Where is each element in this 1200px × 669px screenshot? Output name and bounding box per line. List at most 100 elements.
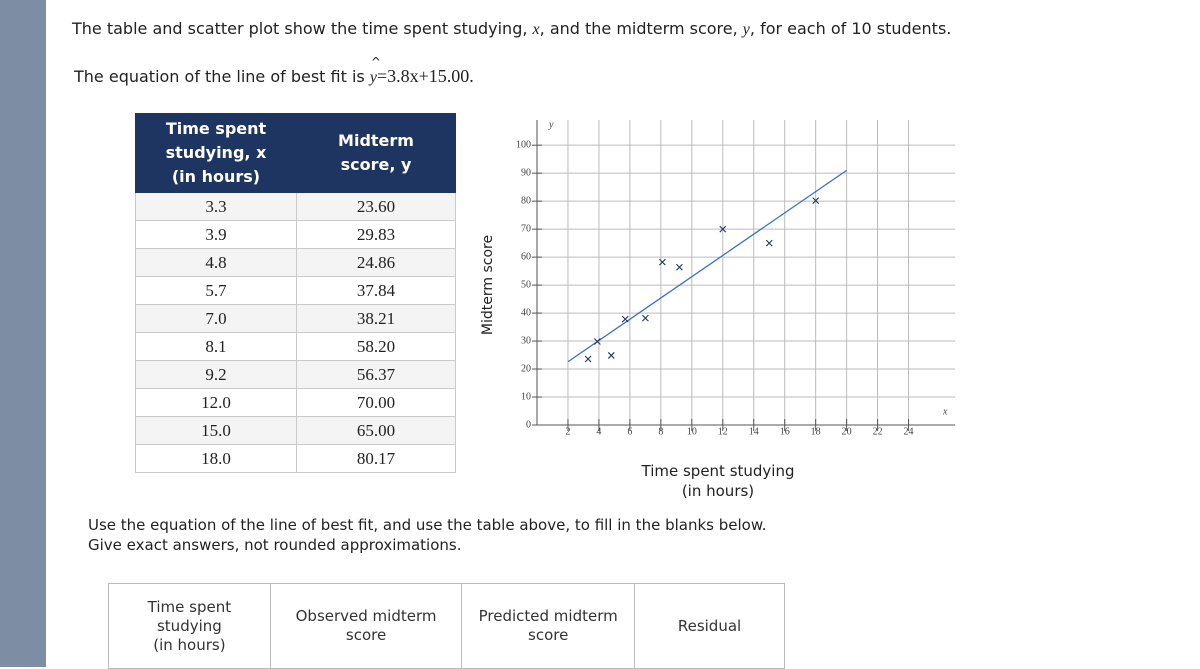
var: x [532, 21, 540, 38]
x-axis-label-line: (in hours) [681, 482, 755, 500]
text: Give exact answers, not rounded approxim… [88, 536, 462, 554]
header-line: Observed midterm [295, 607, 437, 625]
y-hat: ^ y [369, 55, 381, 86]
cell: 80.17 [296, 444, 456, 473]
y-tick-label: 50 [521, 279, 531, 290]
row: 4.8 24.86 [135, 248, 456, 277]
cell: 37.84 [296, 276, 456, 305]
x-axis-label: Time spent studying (in hours) [618, 461, 818, 501]
x-tick-label: 10 [687, 426, 697, 437]
point [765, 239, 773, 247]
x-tick-label: 4 [596, 426, 601, 437]
x-tick-label: 2 [565, 426, 570, 437]
intro: The table and scatter plot show the time… [72, 19, 951, 39]
header-line: Time spent [165, 119, 267, 138]
text: , and the midterm score, [539, 19, 743, 38]
cell: 70.00 [296, 388, 456, 417]
header-line: score [528, 626, 569, 644]
point [812, 197, 820, 205]
row: 12.0 70.00 [135, 388, 456, 417]
cell: 24.86 [296, 248, 456, 277]
x-tick-label: 18 [811, 426, 821, 437]
y-tick-label: 80 [521, 195, 531, 206]
scatter-plot: 2 4 6 8 10 12 14 16 18 20 22 2401020304050607080901… [480, 119, 955, 437]
row: 3.3 23.60 [135, 192, 456, 221]
header-line: Midterm [338, 131, 414, 150]
header-line: Residual [677, 616, 742, 635]
cell: 65.00 [296, 416, 456, 445]
cell: 7.0 [135, 304, 297, 333]
answer-table: Time spent studying (in hours) Observed mid… [108, 583, 785, 669]
header-cell: Predicted midterm score [461, 583, 636, 669]
text: The table and scatter plot show the time… [72, 19, 533, 38]
x-axis-letter: x [942, 406, 948, 417]
x-tick-label: 22 [873, 426, 883, 437]
point [593, 338, 601, 345]
y-tick-label: 20 [521, 363, 531, 374]
point [641, 314, 649, 322]
header-cell: Residual [634, 583, 785, 669]
header-cell: Time spent studying (in hours) [108, 583, 271, 669]
cell: 12.0 [135, 388, 297, 417]
equation-rhs: =3.8x+15.00. [376, 66, 474, 86]
point [621, 315, 629, 323]
x-tick-label: 8 [658, 426, 663, 437]
point [659, 258, 666, 266]
cell: 8.1 [135, 332, 297, 361]
x-tick-label: 20 [842, 426, 852, 437]
x-tick-label: 12 [718, 426, 728, 437]
data-table: Time spent studying, x (in hours) Midterm sc… [135, 113, 456, 473]
row: 5.7 37.84 [135, 276, 456, 305]
x-axis-label-line: Time spent studying [641, 462, 795, 480]
cell: 23.60 [296, 192, 456, 221]
x-tick-label: 16 [780, 426, 790, 437]
point [584, 355, 592, 363]
y-axis-label: Midterm score [480, 235, 496, 335]
sidebar [0, 0, 46, 667]
row: 3.9 29.83 [135, 220, 456, 249]
header-line: score [345, 626, 387, 644]
y-tick-label: 10 [521, 391, 531, 402]
point [719, 225, 727, 233]
row: 15.0 65.00 [135, 416, 456, 445]
cell: 15.0 [135, 416, 297, 445]
point [607, 352, 615, 359]
instructions: Use the equation of the line of best fit… [88, 515, 766, 555]
cell: 18.0 [135, 444, 297, 473]
header-cell: Midterm score, y [296, 113, 456, 193]
var: y [742, 21, 750, 38]
header-line: (in hours) [153, 635, 226, 654]
text: Use the equation of the line of best fit… [88, 516, 767, 534]
y-tick-label: 90 [521, 167, 531, 178]
cell: 3.9 [135, 220, 297, 249]
y-axis-letter: y [548, 119, 554, 130]
row: 18.0 80.17 [135, 444, 456, 473]
row: 8.1 58.20 [135, 332, 456, 361]
header-cell: Time spent studying, x (in hours) [135, 113, 297, 193]
row: 7.0 38.21 [135, 304, 456, 333]
y-tick-label: 100 [516, 139, 531, 150]
header-line: studying, x [165, 143, 267, 162]
y-tick-label: 40 [521, 307, 531, 318]
var: y [369, 69, 377, 86]
cell: 56.37 [296, 360, 456, 389]
x-tick-label: 24 [904, 426, 914, 437]
text: The equation of the line of best fit is [74, 67, 365, 86]
header-line: score, y [340, 155, 412, 174]
row: 9.2 56.37 [135, 360, 456, 389]
y-tick-label: 0 [526, 419, 531, 430]
cell: 58.20 [296, 332, 456, 361]
cell: 29.83 [296, 220, 456, 249]
y-tick-label: 30 [521, 335, 531, 346]
cell: 3.3 [135, 192, 297, 221]
cell: 9.2 [135, 360, 297, 389]
point [676, 263, 683, 271]
equation: The equation of the line of best fit is … [74, 55, 474, 87]
x-tick-label: 6 [627, 426, 632, 437]
text: , for each of 10 students. [749, 19, 952, 38]
y-tick-label: 60 [521, 251, 531, 262]
header-line: Predicted midterm [478, 607, 618, 625]
header-line: studying [156, 616, 222, 635]
header-cell: Observed midterm score [269, 583, 463, 669]
